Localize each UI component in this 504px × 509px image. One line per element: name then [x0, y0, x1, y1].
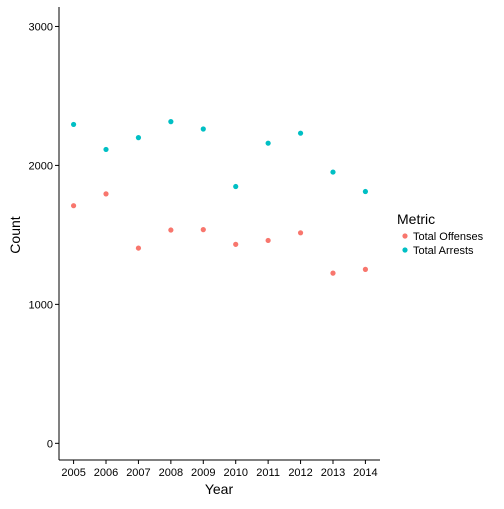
data-point-total-offenses — [200, 227, 206, 233]
y-tick-label: 1000 — [29, 299, 53, 311]
x-tick-label: 2005 — [61, 467, 85, 479]
x-tick-label: 2006 — [94, 467, 118, 479]
x-tick-label: 2013 — [321, 467, 345, 479]
data-point-total-offenses — [330, 270, 336, 276]
x-tick-label: 2014 — [353, 467, 377, 479]
data-point-total-offenses — [70, 203, 77, 209]
data-point-total-offenses — [168, 227, 174, 233]
x-tick-label: 2009 — [191, 467, 215, 479]
legend: Metric Total Offenses Total Arrests — [397, 211, 484, 257]
x-tick-label: 2008 — [159, 467, 183, 479]
x-tick-label: 2012 — [288, 467, 312, 479]
data-point-total-arrests — [297, 130, 304, 136]
axes: 0 1000 2000 3000 2005 2006 2007 2008 2009 2010 201… — [29, 7, 380, 479]
y-tick-label: 2000 — [29, 160, 53, 172]
data-point-total-offenses — [265, 237, 271, 244]
x-tick-label: 2007 — [126, 467, 150, 479]
data-point-total-offenses — [103, 191, 109, 197]
legend-label-total-offenses: Total Offenses — [413, 231, 484, 243]
legend-label-total-arrests: Total Arrests — [413, 245, 474, 257]
data-points — [70, 119, 369, 276]
legend-title: Metric — [397, 211, 435, 227]
data-point-total-arrests — [135, 135, 142, 141]
x-axis-title: Year — [205, 481, 234, 497]
y-tick-label: 3000 — [29, 21, 53, 33]
data-point-total-offenses — [297, 230, 304, 236]
data-point-total-arrests — [265, 140, 271, 146]
data-point-total-arrests — [330, 169, 336, 175]
data-point-total-arrests — [70, 121, 77, 128]
data-point-total-arrests — [168, 119, 174, 125]
data-point-total-arrests — [233, 183, 239, 190]
x-tick-label: 2010 — [223, 467, 247, 479]
data-point-total-offenses — [135, 245, 142, 251]
legend-key-total-offenses — [402, 233, 408, 239]
legend-key-total-arrests — [402, 247, 408, 253]
data-point-total-offenses — [362, 266, 369, 272]
data-point-total-arrests — [103, 146, 109, 153]
y-axis-title: Count — [7, 216, 23, 253]
data-point-total-arrests — [200, 126, 206, 132]
y-tick-label: 0 — [47, 438, 53, 450]
data-point-total-arrests — [362, 188, 369, 195]
data-point-total-offenses — [233, 241, 239, 247]
x-tick-label: 2011 — [256, 467, 280, 479]
